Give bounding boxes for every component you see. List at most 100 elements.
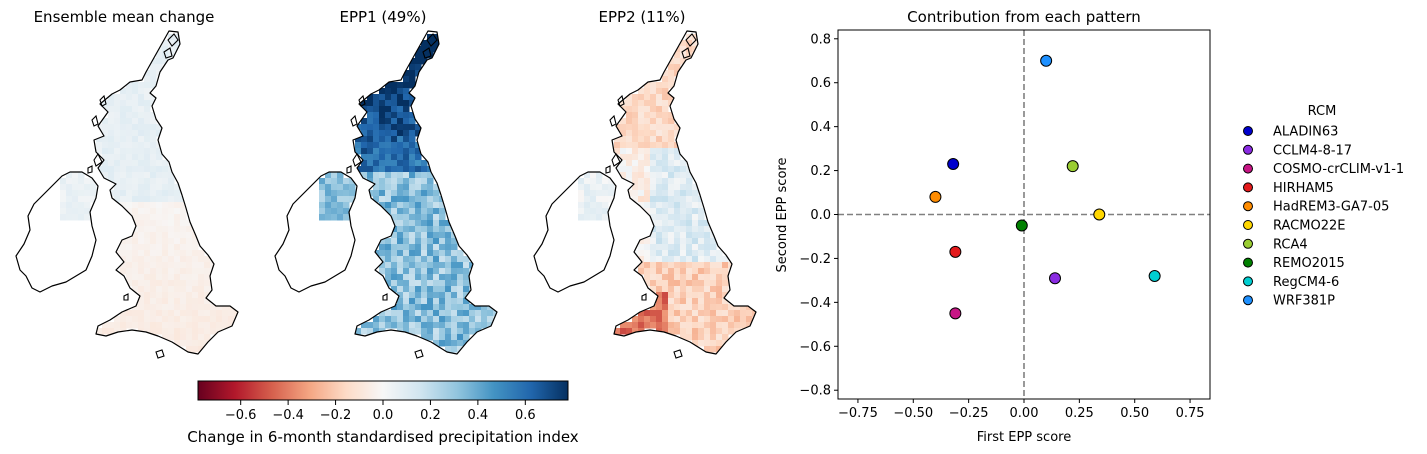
map-cell (144, 292, 151, 299)
map-cell (656, 250, 663, 257)
map-cell (698, 214, 705, 221)
map-cell (674, 184, 681, 191)
map-cell (716, 280, 723, 287)
map-cell (138, 214, 145, 221)
map-cell (204, 310, 211, 317)
map-title-epp2: EPP2 (11%) (599, 8, 686, 26)
map-cell (168, 280, 175, 287)
map-cell (403, 118, 410, 125)
map-cell (138, 136, 145, 143)
map-cell (168, 214, 175, 221)
map-cell (427, 196, 434, 203)
map-cell (638, 136, 645, 143)
map-cell (84, 208, 91, 215)
map-cell (397, 178, 404, 185)
map-cell (367, 166, 374, 173)
map-cell (168, 268, 175, 275)
map-cell (427, 214, 434, 221)
map-cell (144, 328, 151, 335)
x-tick-label: −0.50 (893, 406, 933, 421)
map-cell (704, 244, 711, 251)
map-cell (692, 184, 699, 191)
map-cell (433, 322, 440, 329)
map-cell (60, 184, 67, 191)
map-cell (439, 274, 446, 281)
map-cell (403, 166, 410, 173)
map-cell (144, 160, 151, 167)
map-cell (427, 328, 434, 335)
map-cell (385, 322, 392, 329)
map-cell (415, 256, 422, 263)
map-cell (433, 268, 440, 275)
map-cell (427, 292, 434, 299)
map-cell (102, 130, 109, 137)
map-cell (463, 280, 470, 287)
map-cell (397, 148, 404, 155)
map-cell (180, 304, 187, 311)
coastline-island (422, 47, 432, 59)
map-cell (409, 286, 416, 293)
map-cell (198, 322, 205, 329)
map-cell (168, 208, 175, 215)
map-cell (674, 310, 681, 317)
map-cell (626, 166, 633, 173)
map-cell (632, 322, 639, 329)
map-cell (584, 196, 591, 203)
map-cell (72, 190, 79, 197)
map-cell (379, 136, 386, 143)
map-cell (102, 124, 109, 131)
map-cell (156, 226, 163, 233)
legend-label: RCA4 (1273, 237, 1308, 252)
map-cell (114, 178, 121, 185)
map-cell (704, 280, 711, 287)
map-cell (144, 268, 151, 275)
map-cell (469, 316, 476, 323)
map-cell (409, 154, 416, 161)
legend-marker (1243, 238, 1253, 249)
map-cell (391, 106, 398, 113)
map-cell (319, 208, 326, 215)
map-cell (626, 322, 633, 329)
map-cell (463, 262, 470, 269)
map-cell (692, 40, 699, 47)
map-cell (656, 154, 663, 161)
map-cell (680, 184, 687, 191)
map-cell (385, 124, 392, 131)
map-cell (144, 310, 151, 317)
map-cell (162, 334, 169, 341)
scatter-axes: −0.75 −0.50 −0.25 0.00 0.25 0.50 0.75−0.8−0.6−… (799, 29, 1211, 421)
map-cell (638, 100, 645, 107)
map-cell (78, 214, 85, 221)
map-cell (120, 262, 127, 269)
map-cell (66, 196, 73, 203)
map-cell (409, 244, 416, 251)
map-cell (397, 154, 404, 161)
map-cell (451, 298, 458, 305)
map-cell (716, 304, 723, 311)
map-cell (439, 208, 446, 215)
map-cell (96, 148, 103, 155)
map-cell (150, 292, 157, 299)
map-cell (66, 172, 73, 179)
map-cell (174, 268, 181, 275)
map-cell (692, 196, 699, 203)
map-cell (144, 106, 151, 113)
map-cell (126, 148, 133, 155)
map-cell (331, 172, 338, 179)
map-cell (704, 268, 711, 275)
map-cell (379, 88, 386, 95)
map-cell (403, 322, 410, 329)
map-cell (409, 232, 416, 239)
map-cell (186, 280, 193, 287)
map-cell (728, 310, 735, 317)
map-cell (626, 106, 633, 113)
map-cell (210, 304, 217, 311)
map-cell (650, 148, 657, 155)
map-cell (72, 214, 79, 221)
point-rca4 (1066, 160, 1079, 173)
map-cell (463, 256, 470, 263)
scatter-ylabel: Second EPP score (775, 158, 790, 273)
map-cell (692, 310, 699, 317)
map-cell (96, 328, 103, 335)
map-cell (90, 178, 97, 185)
